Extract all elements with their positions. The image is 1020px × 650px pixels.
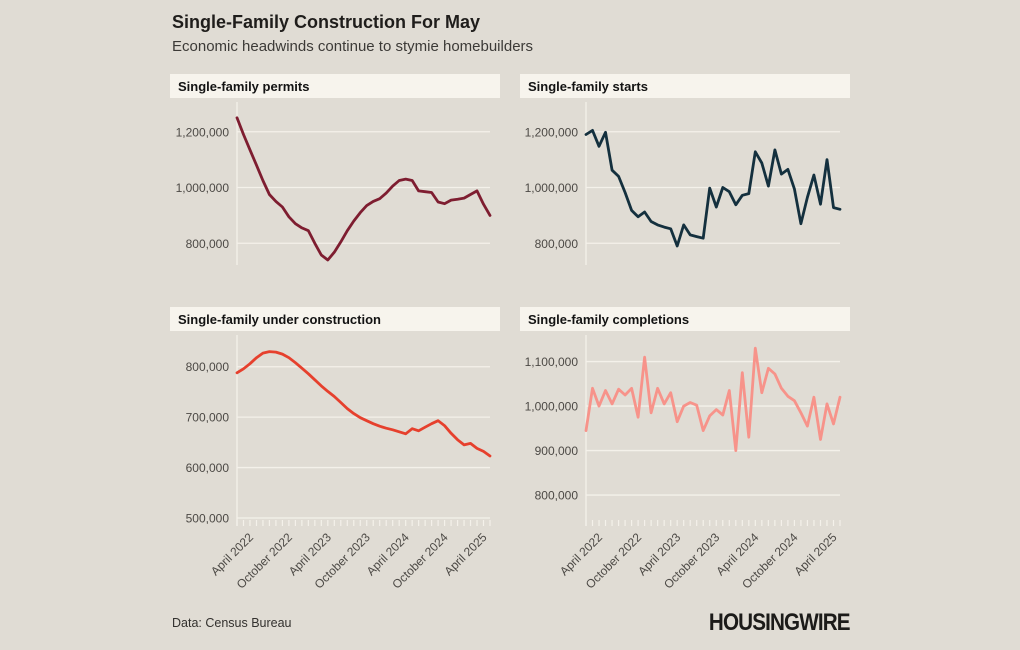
series-line [584,129,842,248]
y-axis-tick-label: 800,000 [535,489,579,503]
y-axis-tick-label: 800,000 [535,237,579,251]
panel-under-construction: Single-family under construction 500,000… [170,307,500,600]
y-axis-tick-label: 800,000 [186,360,230,374]
x-axis-tick-label: April 2025 [791,530,839,578]
x-axis-tick-label: April 2025 [442,530,490,578]
completions-line-chart: 800,000 900,000 1,000,000 1,100,000 April 20… [525,335,842,592]
panel-under-construction-title: Single-family under construction [178,311,381,327]
y-axis-tick-label: 1,000,000 [525,400,579,414]
series-line [235,116,492,262]
series-line [235,350,492,458]
y-axis-tick-label: 1,000,000 [525,181,579,195]
panel-under-construction-header: Single-family under construction [170,307,500,331]
y-axis-tick-label: 900,000 [535,444,579,458]
series-line [584,346,842,452]
y-axis-tick-label: 1,000,000 [176,181,230,195]
panel-permits-title: Single-family permits [178,78,310,94]
y-axis-tick-label: 800,000 [186,237,230,251]
starts-line-chart: 800,000 1,000,000 1,200,000 [525,102,842,265]
panel-starts-header: Single-family starts [520,74,850,98]
panel-completions: Single-family completions 800,000 900,000… [520,307,850,600]
panel-starts-title: Single-family starts [528,78,648,94]
panel-completions-title: Single-family completions [528,311,690,327]
y-axis-tick-label: 600,000 [186,461,230,475]
data-source: Data: Census Bureau [172,616,292,630]
page-subtitle: Economic headwinds continue to stymie ho… [172,38,534,55]
page-title: Single-Family Construction For May [172,12,481,32]
y-axis-tick-label: 700,000 [186,411,230,425]
panel-completions-header: Single-family completions [520,307,850,331]
panel-starts: Single-family starts 800,000 1,000,000 1,2… [520,74,850,290]
panel-permits: Single-family permits 800,000 1,000,000 1,… [170,74,500,290]
y-axis-tick-label: 1,200,000 [176,125,230,139]
y-axis-tick-label: 500,000 [186,511,230,525]
panel-permits-header: Single-family permits [170,74,500,98]
housingwire-logo: HOUSINGWIRE [709,609,851,636]
y-axis-tick-label: 1,100,000 [525,355,579,369]
y-axis-tick-label: 1,200,000 [525,125,579,139]
permits-line-chart: 800,000 1,000,000 1,200,000 [176,102,492,265]
